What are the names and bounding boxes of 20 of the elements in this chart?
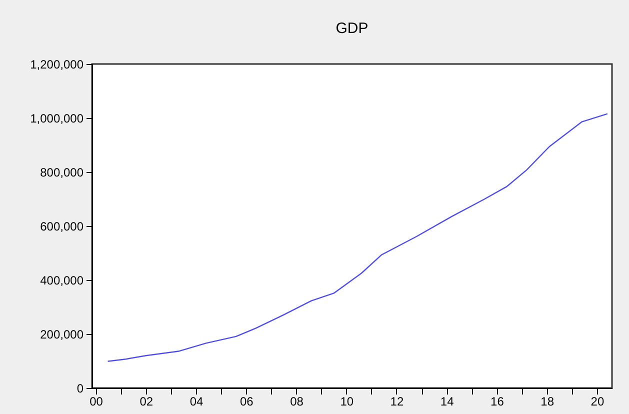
x-tick-label: 06 xyxy=(240,394,254,408)
x-tick-label: 18 xyxy=(540,394,554,408)
y-tick-label: 0 xyxy=(76,382,84,396)
x-tick-label: 08 xyxy=(290,394,304,408)
line-series xyxy=(108,113,608,362)
y-tick-label: 1,200,000 xyxy=(30,58,84,72)
x-tick-label: 10 xyxy=(340,394,354,408)
y-tick-label: 600,000 xyxy=(40,220,84,234)
x-tick-label: 02 xyxy=(140,394,154,408)
y-tick-label: 400,000 xyxy=(40,274,84,288)
x-tick-label: 12 xyxy=(390,394,404,408)
y-tick-label: 1,000,000 xyxy=(30,112,84,126)
x-tick-label: 04 xyxy=(190,394,204,408)
y-tick-label: 200,000 xyxy=(40,328,84,342)
x-tick-label: 14 xyxy=(440,394,454,408)
x-tick-label: 00 xyxy=(90,394,104,408)
x-tick-label: 16 xyxy=(490,394,504,408)
chart-title: GDP xyxy=(336,20,368,37)
x-tick-label: 20 xyxy=(590,394,604,408)
y-tick-label: 800,000 xyxy=(40,166,84,180)
